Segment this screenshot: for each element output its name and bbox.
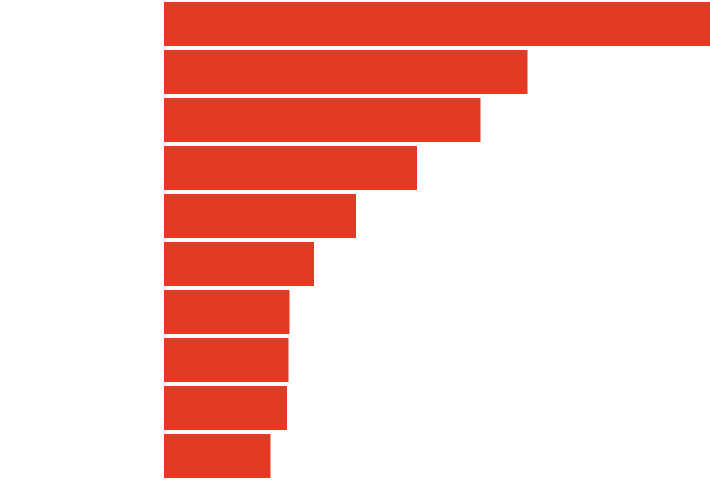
- bar-6: [164, 242, 315, 286]
- bar-4: [164, 146, 417, 190]
- bar-8: [164, 338, 289, 382]
- bar-group: [164, 2, 710, 478]
- bar-9: [164, 386, 287, 430]
- bar-3: [164, 98, 481, 142]
- bar-5: [164, 194, 357, 238]
- bar-1: [164, 2, 710, 46]
- bar-2: [164, 50, 528, 94]
- bar-10: [164, 434, 271, 478]
- bar-7: [164, 290, 290, 334]
